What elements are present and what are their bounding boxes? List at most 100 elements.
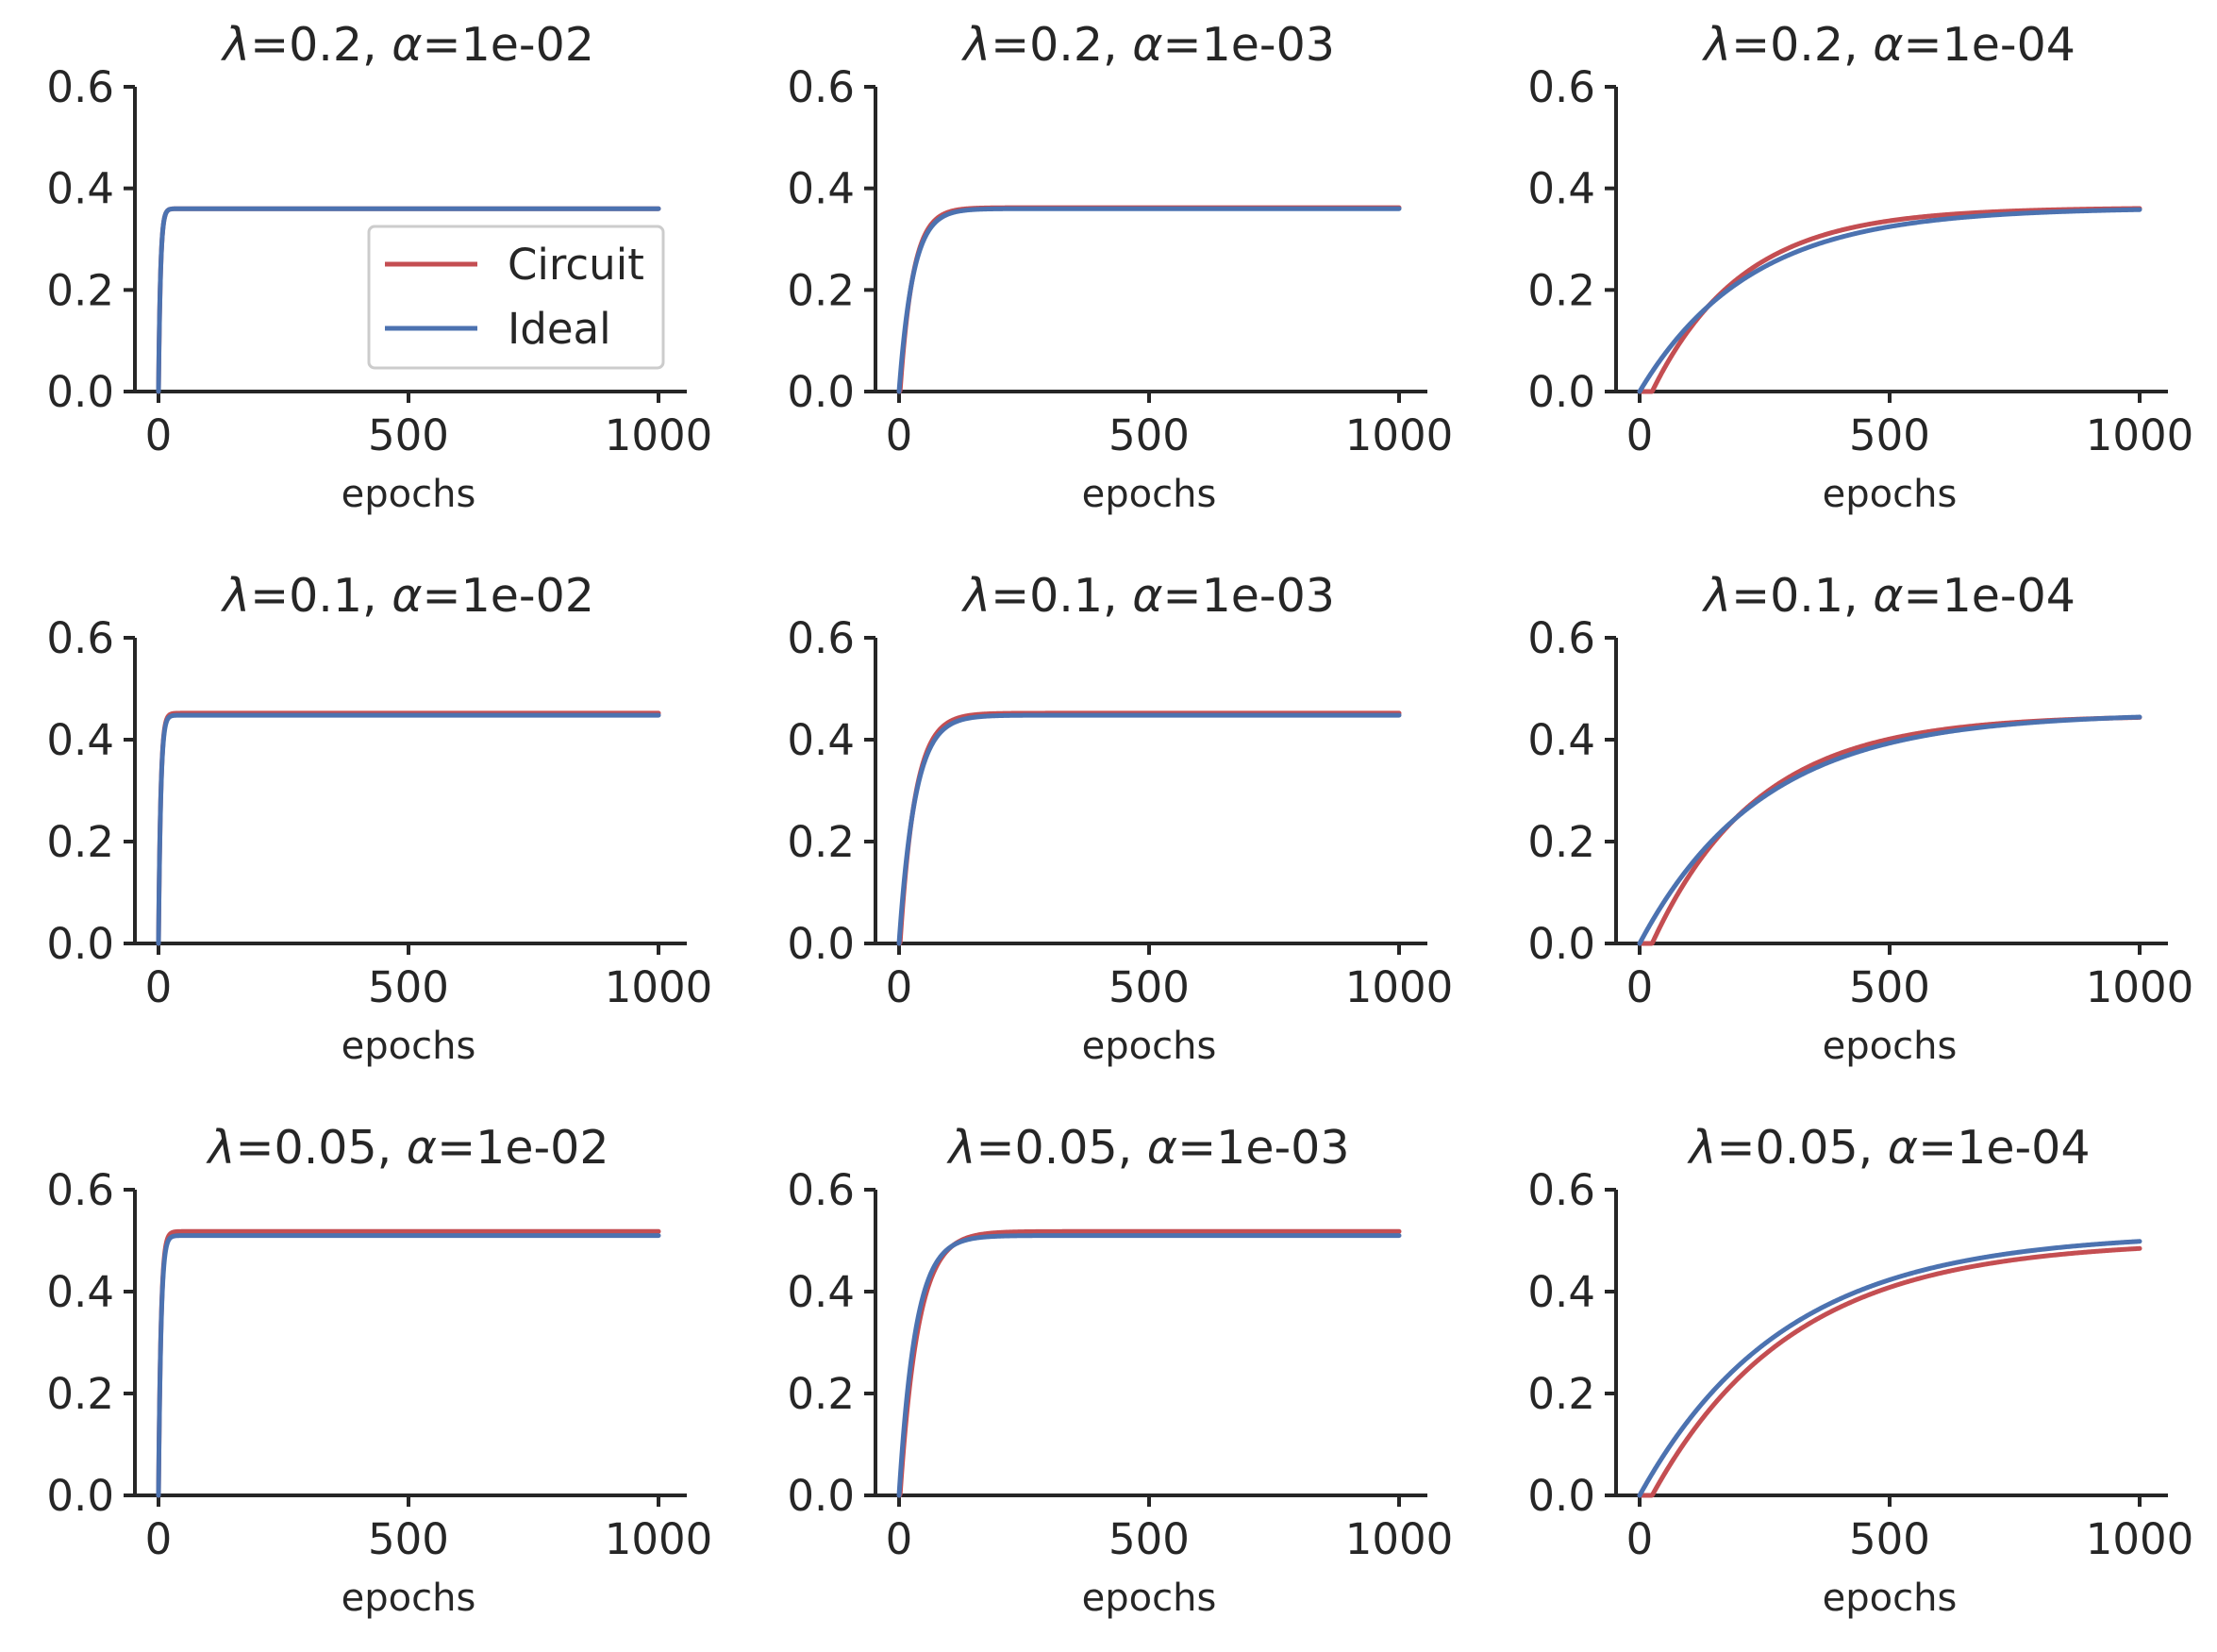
lambda-value: =0.05, (975, 1121, 1146, 1175)
x-tick-label: 500 (368, 1514, 449, 1564)
x-tick-label: 1000 (2086, 410, 2194, 460)
alpha-value: =1e-03 (1163, 18, 1335, 72)
x-tick-label: 1000 (1345, 1514, 1454, 1564)
y-tick-label: 0.6 (787, 613, 855, 663)
x-tick-label: 0 (1626, 962, 1654, 1012)
x-tick-label: 500 (1108, 1514, 1190, 1564)
alpha-symbol: α (392, 569, 422, 623)
subplot-1: λ=0.2, α=1e-02 0.0 0.2 0.4 0.6 0 500 1000 epochs (46, 18, 712, 516)
y-tick-label: 0.0 (46, 1471, 114, 1521)
x-tick-label: 500 (1108, 410, 1190, 460)
y-tick-label: 0.4 (46, 1267, 114, 1317)
x-axis-label: epochs (1082, 1025, 1217, 1068)
legend: Circuit Ideal (367, 225, 665, 370)
subplot-title: λ=0.2, α=1e-04 (1701, 18, 2075, 72)
alpha-value: =1e-04 (1904, 18, 2075, 72)
series-line-ideal (896, 206, 1402, 394)
subplot-title: λ=0.05, α=1e-02 (205, 1121, 608, 1175)
y-tick-label: 0.2 (46, 817, 114, 867)
alpha-symbol: α (1873, 18, 1903, 72)
lambda-value: =0.05, (1716, 1121, 1887, 1175)
series-line-ideal (1637, 207, 2142, 394)
y-tick-label: 0.2 (1527, 817, 1595, 867)
legend-label-ideal: Ideal (508, 304, 611, 354)
series-line-circuit (1637, 1245, 2142, 1498)
series-line-ideal (896, 1233, 1402, 1498)
y-tick-label: 0.2 (46, 265, 114, 315)
x-axis-label: epochs (1082, 1577, 1217, 1620)
lambda-symbol: λ (220, 569, 250, 623)
y-tick-label: 0.4 (1527, 715, 1595, 765)
y-tick-label: 0.2 (787, 817, 855, 867)
x-tick-label: 0 (1626, 410, 1654, 460)
lambda-value: =0.1, (1731, 569, 1873, 623)
x-tick-label: 0 (1626, 1514, 1654, 1564)
y-tick-label: 0.0 (787, 1471, 855, 1521)
alpha-value: =1e-04 (1918, 1121, 2090, 1175)
series-line-ideal (896, 712, 1402, 946)
x-axis-label: epochs (1823, 1577, 1958, 1620)
series-line-ideal (1637, 1239, 2142, 1498)
subplot-title: λ=0.2, α=1e-03 (960, 18, 1335, 72)
subplot-2: λ=0.2, α=1e-03 0.0 0.2 0.4 0.6 0 500 1000 epochs (787, 18, 1453, 516)
x-tick-label: 1000 (605, 410, 713, 460)
subplot-title: λ=0.2, α=1e-02 (220, 18, 594, 72)
subplot-title: λ=0.05, α=1e-04 (1686, 1121, 2090, 1175)
y-tick-label: 0.0 (1527, 919, 1595, 969)
y-tick-label: 0.0 (46, 367, 114, 417)
y-tick-label: 0.4 (1527, 1267, 1595, 1317)
series-line-ideal (156, 206, 661, 394)
x-tick-label: 0 (886, 410, 913, 460)
alpha-symbol: α (392, 18, 422, 72)
y-tick-label: 0.4 (787, 1267, 855, 1317)
y-tick-label: 0.0 (787, 919, 855, 969)
lambda-symbol: λ (960, 569, 991, 623)
y-tick-label: 0.2 (787, 265, 855, 315)
subplot-title: λ=0.1, α=1e-04 (1701, 569, 2075, 623)
y-tick-label: 0.4 (1527, 164, 1595, 214)
alpha-symbol: α (1132, 18, 1162, 72)
alpha-value: =1e-02 (423, 18, 594, 72)
series-line-ideal (156, 712, 661, 946)
y-tick-label: 0.6 (46, 613, 114, 663)
y-tick-label: 0.0 (1527, 1471, 1595, 1521)
alpha-value: =1e-03 (1177, 1121, 1349, 1175)
x-tick-label: 1000 (1345, 962, 1454, 1012)
series-line-circuit (896, 1228, 1402, 1498)
y-tick-label: 0.2 (46, 1369, 114, 1419)
x-tick-label: 0 (145, 410, 173, 460)
x-tick-label: 1000 (605, 962, 713, 1012)
y-tick-label: 0.4 (46, 715, 114, 765)
y-tick-label: 0.6 (1527, 62, 1595, 112)
x-axis-label: epochs (342, 473, 476, 516)
y-tick-label: 0.2 (1527, 1369, 1595, 1419)
subplot-title: λ=0.05, α=1e-03 (945, 1121, 1349, 1175)
y-tick-label: 0.2 (787, 1369, 855, 1419)
x-tick-label: 500 (368, 410, 449, 460)
y-tick-label: 0.6 (1527, 613, 1595, 663)
y-tick-label: 0.4 (787, 164, 855, 214)
x-tick-label: 1000 (2086, 1514, 2194, 1564)
y-tick-label: 0.4 (787, 715, 855, 765)
alpha-symbol: α (1873, 569, 1903, 623)
lambda-symbol: λ (1686, 1121, 1716, 1175)
alpha-value: =1e-03 (1163, 569, 1335, 623)
series-line-circuit (156, 1228, 661, 1498)
legend-label-circuit: Circuit (508, 240, 644, 290)
lambda-value: =0.1, (991, 569, 1132, 623)
alpha-symbol: α (1132, 569, 1162, 623)
y-tick-label: 0.0 (787, 367, 855, 417)
subplot-7: λ=0.05, α=1e-02 0.0 0.2 0.4 0.6 0 500 1000 epoch… (46, 1121, 712, 1620)
series-line-ideal (1637, 714, 2142, 946)
y-tick-label: 0.4 (46, 164, 114, 214)
lambda-value: =0.2, (1731, 18, 1873, 72)
x-tick-label: 500 (1849, 1514, 1930, 1564)
lambda-symbol: λ (220, 18, 250, 72)
lambda-value: =0.1, (250, 569, 392, 623)
alpha-symbol: α (1888, 1121, 1918, 1175)
alpha-value: =1e-02 (423, 569, 594, 623)
alpha-symbol: α (1147, 1121, 1177, 1175)
alpha-value: =1e-02 (437, 1121, 608, 1175)
x-tick-label: 0 (886, 1514, 913, 1564)
x-axis-label: epochs (1823, 1025, 1958, 1068)
